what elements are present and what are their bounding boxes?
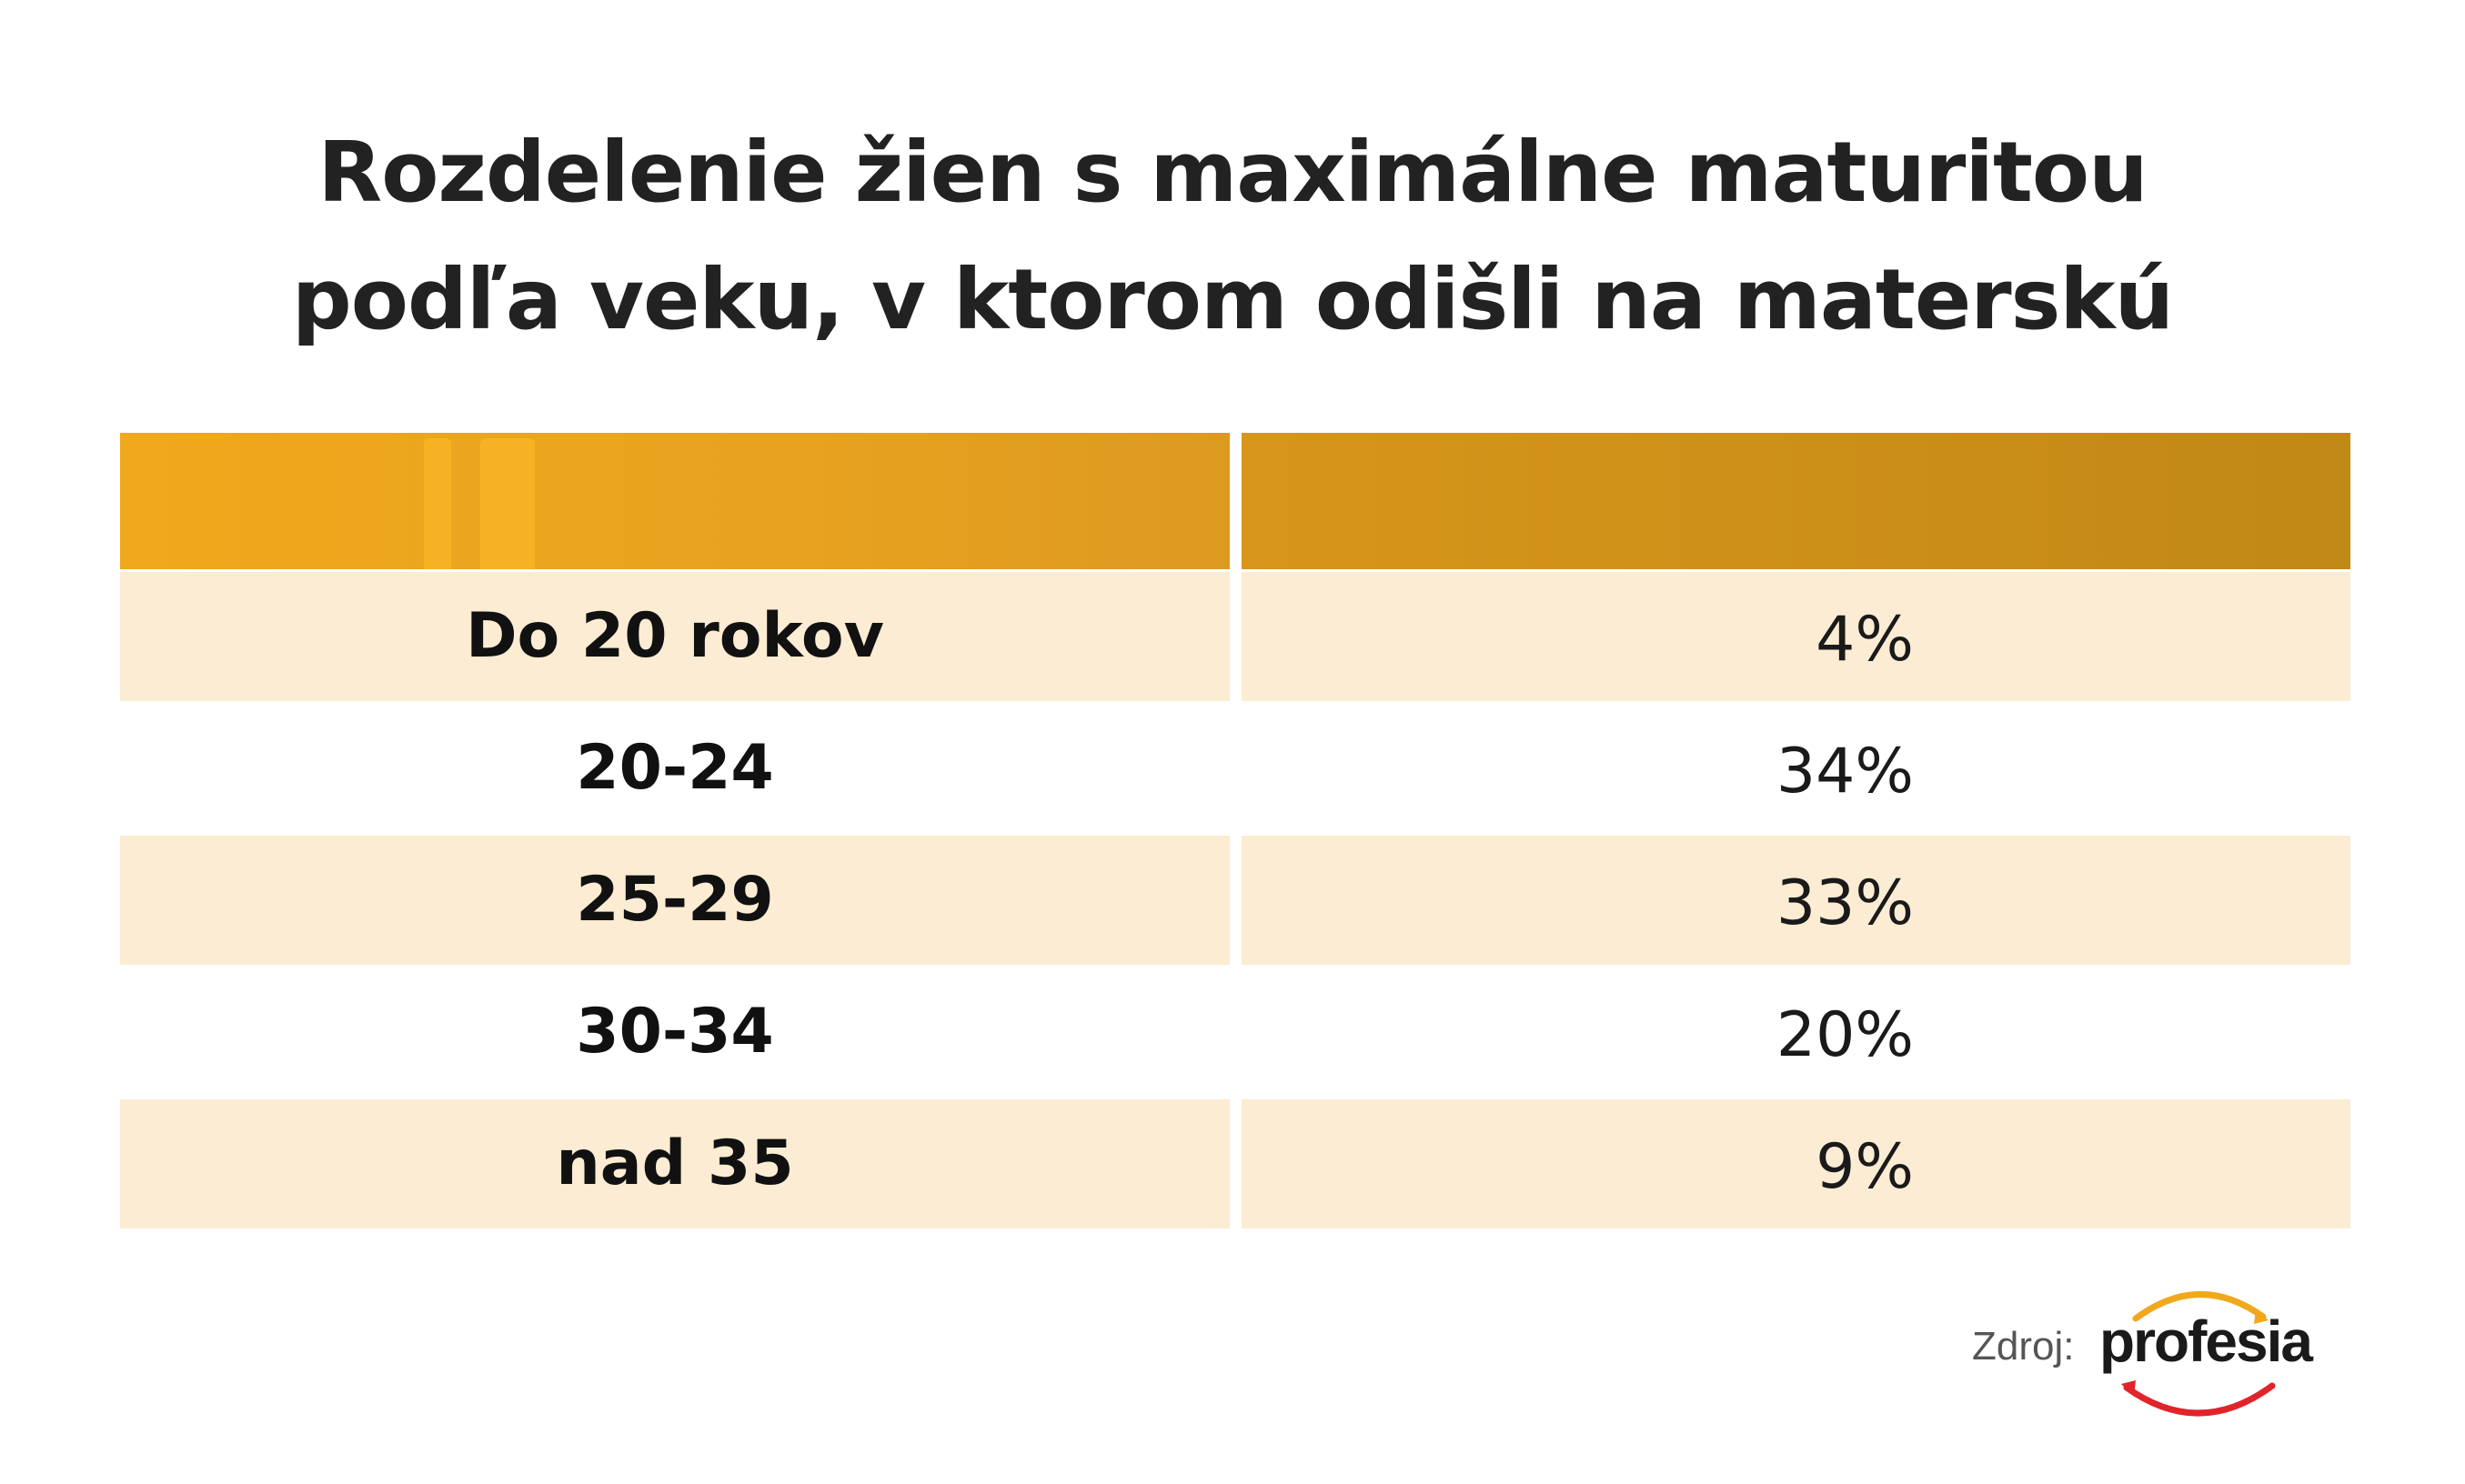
table-row: 20-24 34% (120, 704, 2350, 833)
table-row: 30-34 20% (120, 968, 2350, 1097)
table-cell-value: 20% (1242, 968, 2350, 1097)
table-cell-category: 20-24 (120, 704, 1230, 833)
header-accent-stripe (424, 438, 451, 569)
table-row: nad 35 9% (120, 1099, 2350, 1228)
table-cell-value: 34% (1242, 704, 2350, 833)
table-header-right (1242, 433, 2350, 569)
percentage-value: 34% (1776, 736, 1914, 807)
table-header-left (120, 433, 1230, 569)
table-cell-category: 25-29 (120, 836, 1230, 965)
percentage-value: 9% (1816, 1131, 1914, 1203)
age-group-label: 30-34 (576, 996, 774, 1068)
title-line-2: podľa veku, v ktorom odišli na materskú (291, 251, 2174, 348)
age-group-label: nad 35 (556, 1128, 794, 1199)
source-attribution: Zdroj: profesia (1972, 1280, 2336, 1426)
table-cell-value: 9% (1242, 1099, 2350, 1228)
source-label: Zdroj: (1972, 1324, 2075, 1369)
table-cell-category: Do 20 rokov (120, 572, 1230, 701)
table-cell-category: 30-34 (120, 968, 1230, 1097)
header-accent-stripe (480, 438, 535, 569)
age-group-label: 20-24 (576, 732, 774, 804)
logo-arcs-icon (2121, 1291, 2276, 1417)
table-cell-value: 33% (1242, 836, 2350, 965)
percentage-value: 20% (1776, 999, 1914, 1071)
table-cell-category: nad 35 (120, 1099, 1230, 1228)
percentage-value: 33% (1776, 867, 1914, 939)
title-line-1: Rozdelenie žien s maximálne maturitou (317, 124, 2148, 221)
table-row: 25-29 33% (120, 836, 2350, 965)
table-cell-value: 4% (1242, 572, 2350, 701)
chart-title: Rozdelenie žien s maximálne maturitou po… (0, 109, 2465, 364)
age-group-label: Do 20 rokov (466, 600, 884, 672)
age-group-label: 25-29 (576, 864, 774, 936)
logo-text: profesia (2099, 1309, 2313, 1374)
profesia-logo: profesia (2099, 1280, 2313, 1426)
percentage-value: 4% (1816, 604, 1914, 676)
table-row: Do 20 rokov 4% (120, 572, 2350, 701)
